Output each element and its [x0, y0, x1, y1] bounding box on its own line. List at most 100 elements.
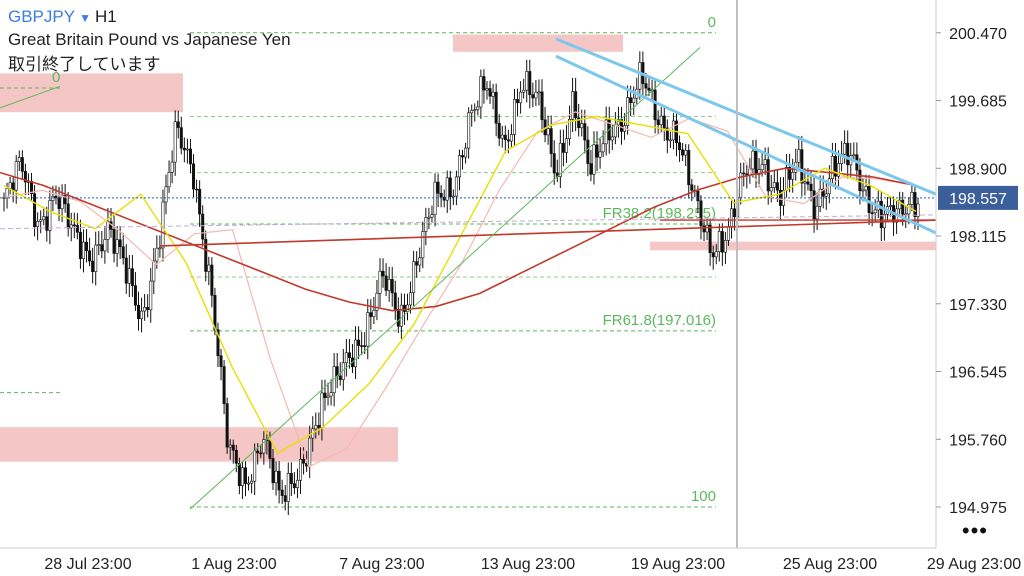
candle-body — [726, 226, 730, 241]
y-tick-label: 198.115 — [950, 229, 1007, 246]
candle-body — [201, 213, 205, 240]
candle-body — [5, 188, 9, 198]
symbol-dropdown-icon[interactable]: ▼ — [79, 11, 91, 25]
candle-body — [708, 224, 712, 253]
candle-body — [699, 200, 703, 227]
chart-header[interactable]: GBPJPY ▼ H1 — [8, 6, 117, 29]
candle-body — [240, 467, 244, 487]
candle-body — [558, 142, 562, 177]
candle-body — [705, 224, 709, 233]
candle-body — [124, 257, 128, 284]
candle-body — [757, 169, 761, 175]
candle-body — [66, 203, 70, 229]
candle-body — [916, 203, 920, 217]
candle-body — [537, 91, 541, 94]
candle-body — [137, 304, 141, 319]
candle-body — [45, 216, 49, 231]
candle-body — [204, 238, 208, 272]
candle-body — [23, 171, 27, 183]
candle-body — [39, 219, 43, 222]
candle-body — [552, 153, 556, 174]
candle-body — [63, 195, 67, 205]
candle-body — [234, 449, 238, 464]
x-tick-label: 28 Jul 23:00 — [44, 556, 131, 573]
candle-body — [320, 392, 324, 428]
candle-body — [464, 147, 468, 158]
trend-line — [189, 47, 701, 510]
candle-body — [173, 121, 177, 163]
candle-body — [17, 157, 21, 162]
channel-line-upper — [555, 37, 937, 196]
timeframe-label[interactable]: H1 — [94, 7, 117, 26]
candle-body — [8, 182, 12, 189]
candle-body — [250, 480, 254, 484]
candle-body — [406, 304, 410, 312]
candle-body — [589, 163, 593, 175]
candle-body — [91, 260, 95, 272]
candle-body — [720, 231, 724, 253]
symbol-label[interactable]: GBPJPY — [8, 7, 76, 26]
candle-body — [415, 261, 419, 266]
candle-body — [366, 312, 370, 347]
candle-body — [601, 143, 605, 153]
candle-body — [237, 463, 241, 487]
candle-body — [323, 392, 327, 398]
y-tick-label: 197.330 — [949, 297, 1007, 314]
candle-body — [638, 62, 642, 90]
candle-body — [879, 200, 883, 229]
candle-body — [277, 470, 281, 491]
candle-body — [185, 148, 189, 151]
candle-body — [396, 309, 400, 327]
candle-body — [775, 182, 779, 191]
candle-body — [733, 208, 737, 218]
more-menu-icon[interactable]: ••• — [961, 518, 988, 543]
candle-body — [188, 148, 192, 165]
candle-body — [72, 224, 76, 227]
x-tick-label: 13 Aug 23:00 — [481, 556, 575, 573]
candle-body — [797, 149, 801, 163]
candle-body — [653, 89, 657, 121]
candle-body — [522, 89, 526, 93]
candle-body — [381, 270, 385, 277]
candle-body — [662, 115, 666, 129]
candle-body — [121, 246, 125, 259]
candle-body — [274, 470, 278, 484]
market-status: 取引終了しています — [8, 55, 161, 74]
candle-body — [681, 149, 685, 156]
fib-label: 0 — [708, 14, 716, 31]
candle-body — [467, 112, 471, 149]
candle-body — [302, 459, 306, 464]
candle-body — [564, 138, 568, 153]
candle-body — [473, 109, 477, 111]
candle-body — [451, 195, 455, 198]
candle-body — [140, 310, 144, 319]
x-tick-label: 25 Aug 23:00 — [783, 556, 877, 573]
current-price-box — [938, 185, 1018, 210]
candle-body — [549, 128, 553, 154]
candle-body — [158, 247, 162, 250]
candle-body — [610, 136, 614, 141]
x-tick-label: 7 Aug 23:00 — [339, 556, 425, 573]
candle-body — [568, 119, 572, 140]
x-tick-label: 1 Aug 23:00 — [191, 556, 277, 573]
candle-body — [485, 88, 489, 91]
zone-rect — [0, 73, 183, 113]
candle-body — [824, 193, 828, 197]
candle-body — [375, 292, 379, 311]
candle-body — [48, 200, 52, 231]
candle-body — [326, 395, 330, 398]
candle-body — [36, 221, 40, 227]
candle-body — [516, 99, 520, 104]
candle-body — [57, 197, 61, 209]
candle-body — [433, 181, 437, 215]
candle-body — [88, 250, 92, 262]
candle-body — [219, 355, 223, 367]
candle-body — [583, 123, 587, 141]
candle-body — [479, 76, 483, 108]
candle-body — [195, 188, 199, 191]
candle-body — [788, 166, 792, 180]
fib-label: FR38.2(198.255) — [603, 205, 716, 222]
candle-body — [442, 196, 446, 201]
candle-body — [228, 444, 232, 448]
